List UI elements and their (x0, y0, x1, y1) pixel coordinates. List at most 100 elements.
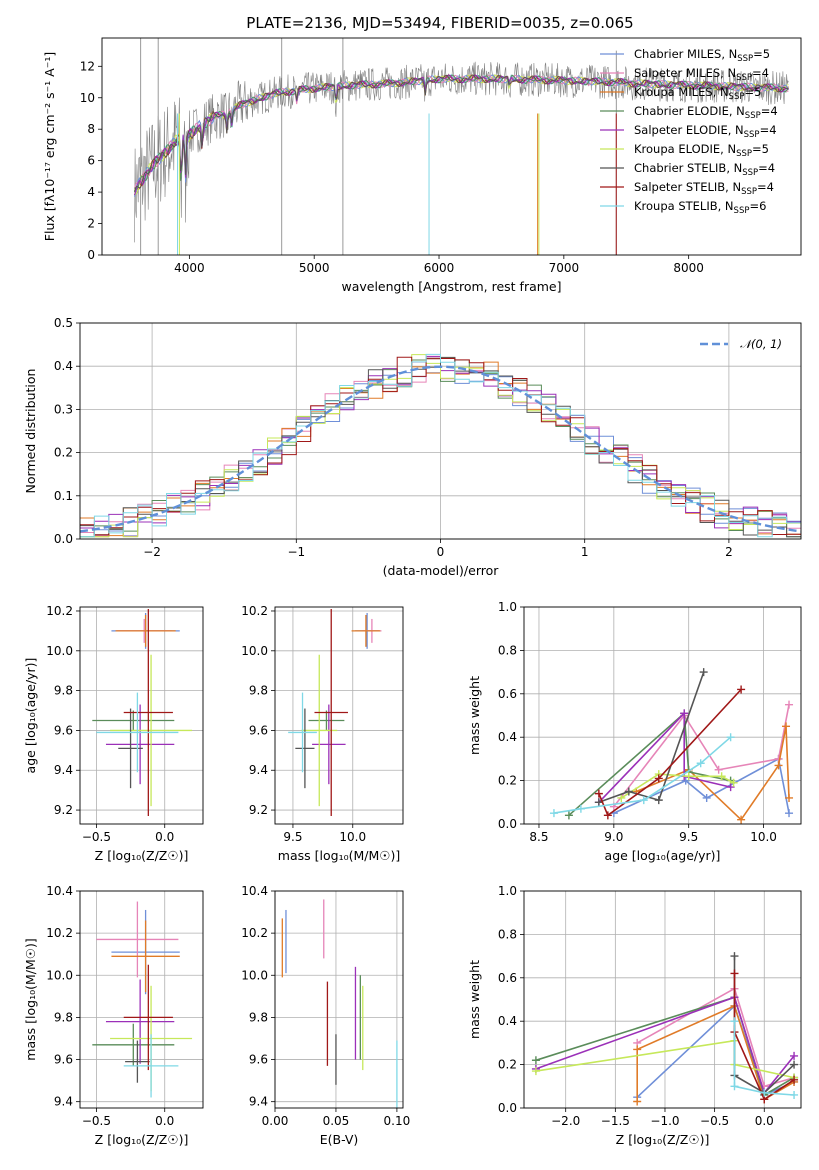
weight-marker (782, 722, 791, 731)
y-tick-label: 1.0 (498, 600, 517, 614)
panel-age_vs_mass: 9.5 10.0 9.2 9.4 9.6 9.8 10.0 10.2 mass [log₁₀(M… (241, 604, 404, 863)
errorbar-point (295, 708, 315, 789)
errorbar-point (288, 692, 317, 773)
y-tick-label: 0.0 (498, 1101, 517, 1115)
legend-label-tail: =4 (757, 180, 774, 194)
weight-marker (790, 1090, 799, 1099)
legend-label: Kroupa ELODIE, NSSP=5 (634, 142, 769, 159)
legend-label-tail: =4 (758, 161, 775, 175)
weight-marker (785, 809, 794, 818)
weight-marker (717, 772, 726, 781)
y-tick-label: 0.8 (498, 643, 517, 657)
weight-line (733, 973, 795, 1101)
legend-label: Kroupa STELIB, NSSP=6 (634, 199, 766, 216)
x-axis-label: wavelength [Angstrom, rest frame] (341, 279, 561, 294)
y-tick-label: 9.2 (54, 803, 73, 817)
weight-marker (737, 685, 746, 694)
y-tick-label: 0.8 (498, 927, 517, 941)
y-tick-label: 9.4 (54, 763, 73, 777)
y-tick-label: 0.4 (498, 730, 517, 744)
errorbar-point (312, 704, 346, 785)
weight-marker (699, 668, 708, 677)
y-tick-label: 0 (87, 248, 95, 262)
axes-frame (274, 890, 404, 1109)
weight-marker (681, 776, 690, 785)
y-tick-label: 10.2 (46, 604, 73, 618)
weight-marker (729, 778, 738, 787)
legend-label: Salpeter MILES, NSSP=4 (634, 66, 769, 83)
weight-marker (603, 811, 612, 820)
weight-marker (702, 793, 711, 802)
plot-area (549, 668, 794, 824)
x-axis-label: age [log₁₀(age/yr)] (605, 848, 721, 863)
y-tick-label: 10.2 (46, 926, 73, 940)
errorbar-point (96, 692, 179, 773)
x-tick-label: 0.0 (755, 1114, 774, 1128)
x-tick-label: 0.05 (323, 1114, 350, 1128)
y-tick-label: 9.6 (249, 723, 268, 737)
legend-label-sub: SSP (736, 73, 752, 83)
legend-label-sub: SSP (736, 149, 752, 159)
x-tick-label: −2.0 (551, 1114, 580, 1128)
weight-marker (624, 787, 633, 796)
x-axis-label: (data-model)/error (383, 563, 500, 578)
legend-label: Chabrier MILES, NSSP=5 (634, 47, 770, 64)
normal-curve (80, 365, 801, 533)
panel-weight_vs_age: 8.5 9.0 9.5 10.0 0.0 0.2 0.4 0.6 0.8 1.0 age [log₁… (467, 600, 802, 863)
legend-label-tail: =4 (760, 123, 777, 137)
y-tick-label: 0.2 (54, 446, 73, 460)
legend-label-tail: =5 (744, 85, 761, 99)
weight-marker (680, 709, 689, 718)
panel-residual_histogram: −2 −1 0 1 2 0.0 0.1 0.2 0.3 0.4 0.5 (data-model)/er… (23, 316, 802, 578)
weight-marker (684, 772, 693, 781)
x-tick-label: 0 (437, 545, 445, 559)
axes-frame (523, 606, 802, 825)
x-axis-label: E(B-V) (320, 1132, 359, 1147)
x-axis-label: Z [log₁₀(Z/Z☉)] (95, 848, 189, 863)
y-tick-label: 10.0 (241, 644, 268, 658)
errorbar-point (314, 608, 348, 817)
panel-mass_vs_Z: −0.5 0.0 9.4 9.6 9.8 10.0 10.2 10.4 Z [log₁₀(Z/Z… (23, 884, 204, 1147)
y-tick-label: 0.2 (498, 1058, 517, 1072)
weight-marker (531, 1056, 540, 1065)
y-tick-label: 0.4 (498, 1014, 517, 1028)
y-tick-label: 12 (80, 59, 95, 73)
errorbar-point (351, 614, 381, 647)
y-tick-label: 9.4 (249, 1095, 268, 1109)
axes-frame (101, 37, 802, 256)
y-axis-label: age [log₁₀(age/yr)] (23, 658, 38, 774)
legend-label-tail: =5 (753, 47, 770, 61)
axes-frame (523, 890, 802, 1109)
x-tick-label: 5000 (299, 261, 330, 275)
weight-marker (790, 1051, 799, 1060)
weight-marker (790, 1075, 799, 1084)
errorbar-point (115, 614, 176, 647)
weight-marker (785, 793, 794, 802)
legend-label-sub: SSP (742, 168, 758, 178)
y-tick-label: 9.2 (249, 803, 268, 817)
weight-marker (617, 793, 626, 802)
x-tick-label: 10.0 (750, 830, 777, 844)
errorbar-point (92, 1023, 175, 1066)
legend-label-main: Salpeter MILES, N (634, 66, 736, 80)
x-tick-label: −0.5 (82, 1114, 111, 1128)
y-tick-label: 9.4 (54, 1095, 73, 1109)
weight-marker (654, 774, 663, 783)
plot-area (80, 353, 801, 538)
y-tick-label: 2 (87, 217, 95, 231)
y-tick-label: 9.8 (249, 684, 268, 698)
weight-line (733, 1021, 795, 1096)
y-tick-label: 10 (80, 91, 95, 105)
weight-marker (737, 815, 746, 824)
legend-label-main: Kroupa STELIB, N (634, 199, 734, 213)
y-tick-label: 9.8 (54, 1010, 73, 1024)
errorbar-point (96, 901, 179, 978)
weight-marker (654, 796, 663, 805)
weight-line (598, 711, 731, 803)
legend-label-sub: SSP (734, 206, 750, 216)
legend-label-sub: SSP (737, 54, 753, 64)
legend-normal-label: 𝒩(0, 1) (740, 337, 782, 351)
x-axis-label: Z [log₁₀(Z/Z☉)] (95, 1132, 189, 1147)
x-tick-label: −1.0 (650, 1114, 679, 1128)
x-tick-label: 0.00 (262, 1114, 289, 1128)
